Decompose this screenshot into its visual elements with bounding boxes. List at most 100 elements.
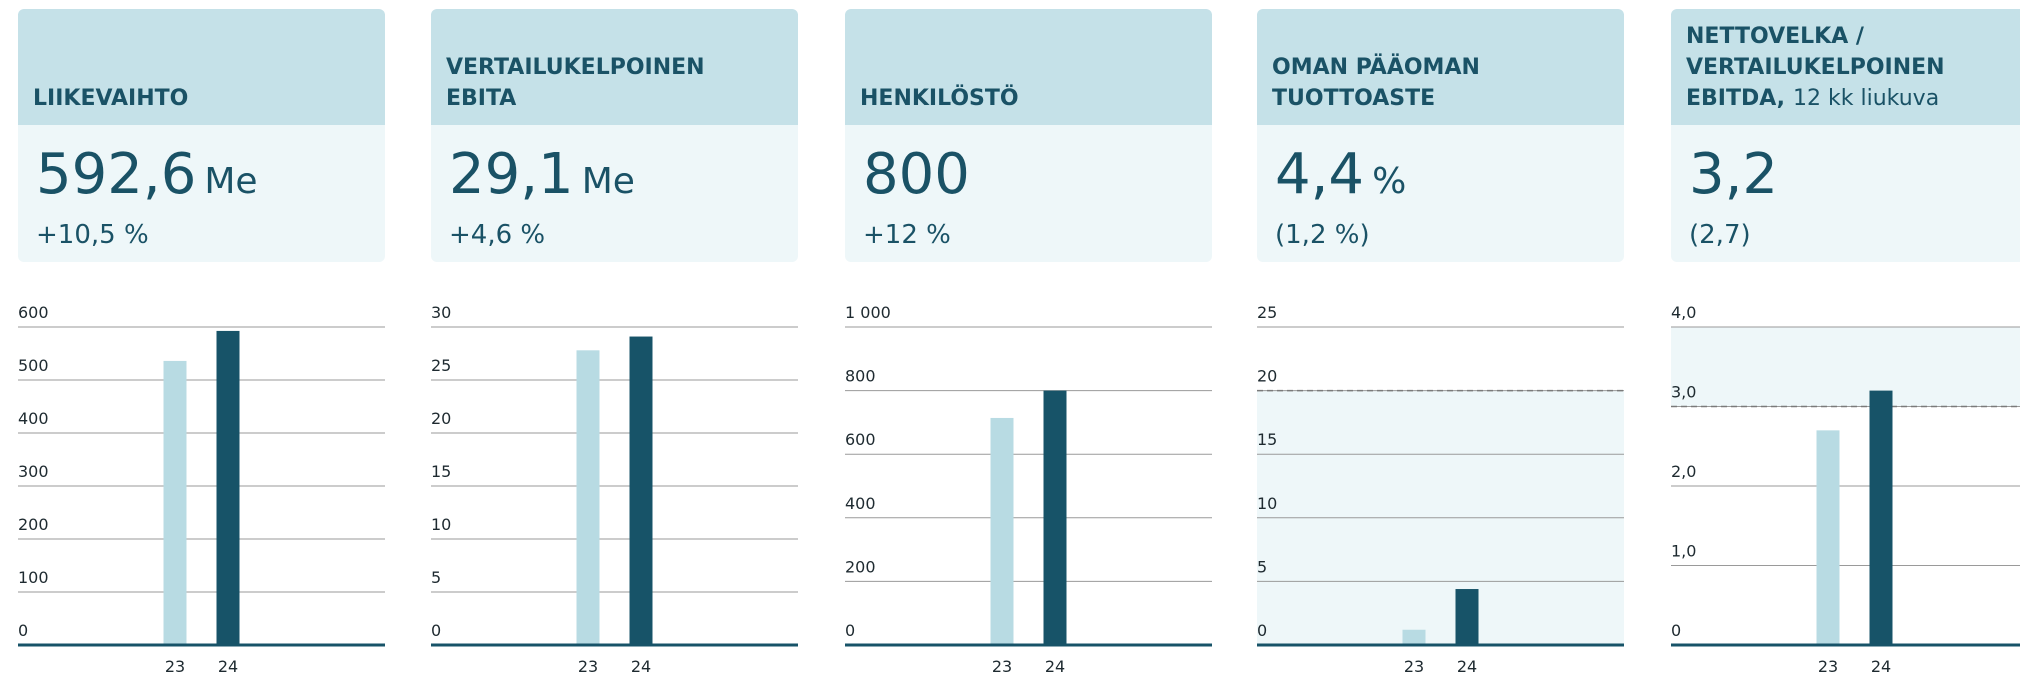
y-tick-label: 1 000 — [845, 303, 891, 322]
card-header — [845, 9, 1212, 125]
y-tick-label: 1,0 — [1671, 542, 1696, 561]
bar — [1455, 589, 1479, 644]
y-tick-label: 25 — [431, 356, 451, 375]
card-title: LIIKEVAIHTO — [33, 86, 188, 111]
card-header — [18, 9, 385, 125]
y-tick-label: 0 — [1257, 621, 1267, 640]
card-title-line: HENKILÖSTÖ — [860, 85, 1019, 111]
bar — [1869, 390, 1893, 644]
card-body-top — [1671, 125, 2020, 140]
card-header-foot — [1671, 110, 2020, 125]
kpi-value: 4,4% — [1275, 142, 1406, 207]
kpi-value: 29,1 Me — [449, 142, 635, 207]
card-title-line: VERTAILUKELPOINEN — [1686, 55, 1945, 80]
kpi-number: 29,1 — [449, 142, 574, 207]
kpi-panel: LIIKEVAIHTO 592,6 Me +10,5 % 0 100 200 300 400 50… — [18, 9, 385, 675]
card-title: NETTOVELKA / — [1686, 24, 1865, 49]
card-body-top — [845, 125, 1212, 140]
card-title-note: 12 kk liukuva — [1793, 86, 1939, 111]
y-tick-label: 800 — [845, 367, 876, 386]
bar — [163, 360, 187, 644]
card-header-foot — [1257, 110, 1624, 125]
bar — [1043, 390, 1067, 644]
card-title-line: NETTOVELKA / — [1686, 24, 1865, 49]
kpi-number: 4,4 — [1275, 142, 1364, 207]
card-title: EBITDA, 12 kk liukuva — [1686, 86, 1939, 111]
y-tick-label: 4,0 — [1671, 303, 1696, 322]
y-tick-label: 15 — [431, 462, 451, 481]
bar — [1816, 430, 1840, 644]
y-tick-label: 100 — [18, 568, 49, 587]
y-tick-label: 0 — [845, 621, 855, 640]
y-tick-label: 300 — [18, 462, 49, 481]
card-header-foot — [845, 110, 1212, 125]
card-body — [845, 125, 1212, 262]
kpi-unit: Me — [582, 161, 635, 202]
card-header-foot — [18, 110, 385, 125]
card-body — [18, 125, 385, 262]
card-header — [1257, 9, 1624, 125]
y-tick-label: 20 — [431, 409, 451, 428]
y-tick-label: 30 — [431, 303, 451, 322]
x-tick-label: 23 — [1404, 657, 1424, 675]
y-tick-label: 2,0 — [1671, 462, 1696, 481]
bar — [990, 417, 1014, 644]
kpi-number: 592,6 — [36, 142, 196, 207]
x-tick-label: 23 — [992, 657, 1012, 675]
card-title-line: OMAN PÄÄOMAN — [1272, 54, 1480, 80]
x-tick-label: 24 — [631, 657, 651, 675]
x-tick-label: 23 — [578, 657, 598, 675]
card-body — [431, 125, 798, 262]
y-tick-label: 10 — [431, 515, 451, 534]
bar — [629, 336, 653, 644]
kpi-panel: VERTAILUKELPOINEN EBITA 29,1 Me +4,6 % 0 5 10 15… — [431, 9, 798, 675]
x-tick-label: 24 — [1457, 657, 1477, 675]
card-title-line: EBITDA, — [1686, 86, 1785, 111]
y-tick-label: 10 — [1257, 494, 1277, 513]
y-tick-label: 600 — [845, 430, 876, 449]
y-tick-label: 25 — [1257, 303, 1277, 322]
kpi-change: (2,7) — [1689, 220, 1751, 250]
card-body — [1257, 125, 1624, 262]
kpi-change: +10,5 % — [36, 220, 149, 250]
kpi-panel: NETTOVELKA / VERTAILUKELPOINEN EBITDA, 12 k… — [1671, 9, 2020, 675]
card-body-top — [18, 125, 385, 140]
bar — [216, 330, 240, 644]
card-title-line: EBITA — [446, 86, 516, 111]
kpi-unit: % — [1372, 161, 1406, 202]
kpi-change: +12 % — [863, 220, 951, 250]
kpi-change: (1,2 %) — [1275, 220, 1370, 250]
y-tick-label: 200 — [18, 515, 49, 534]
y-tick-label: 5 — [431, 568, 441, 587]
y-tick-label: 400 — [845, 494, 876, 513]
y-tick-label: 0 — [18, 621, 28, 640]
kpi-panel: HENKILÖSTÖ 800 +12 % 0 200 400 600 800 1 000 23 24 — [845, 9, 1212, 675]
kpi-change: +4,6 % — [449, 220, 545, 250]
x-tick-label: 24 — [1045, 657, 1065, 675]
x-tick-label: 24 — [218, 657, 238, 675]
bar — [1402, 629, 1426, 644]
card-title: TUOTTOASTE — [1272, 86, 1435, 111]
bar — [576, 350, 600, 644]
card-body — [1671, 125, 2020, 262]
card-title-line: VERTAILUKELPOINEN — [446, 55, 705, 80]
card-title-line: TUOTTOASTE — [1272, 86, 1435, 111]
y-tick-label: 0 — [1671, 621, 1681, 640]
y-tick-label: 20 — [1257, 367, 1277, 386]
y-tick-label: 500 — [18, 356, 49, 375]
y-tick-label: 400 — [18, 409, 49, 428]
kpi-value: 592,6 Me — [36, 142, 258, 207]
card-body-top — [431, 125, 798, 140]
card-title: HENKILÖSTÖ — [860, 85, 1019, 111]
target-band — [1671, 327, 2020, 407]
card-header — [431, 9, 798, 125]
kpi-unit: Me — [204, 161, 257, 202]
card-header-foot — [431, 110, 798, 125]
card-title: EBITA — [446, 86, 516, 111]
y-tick-label: 200 — [845, 557, 876, 576]
y-tick-label: 600 — [18, 303, 49, 322]
y-tick-label: 3,0 — [1671, 383, 1696, 402]
kpi-number: 3,2 — [1689, 142, 1778, 207]
